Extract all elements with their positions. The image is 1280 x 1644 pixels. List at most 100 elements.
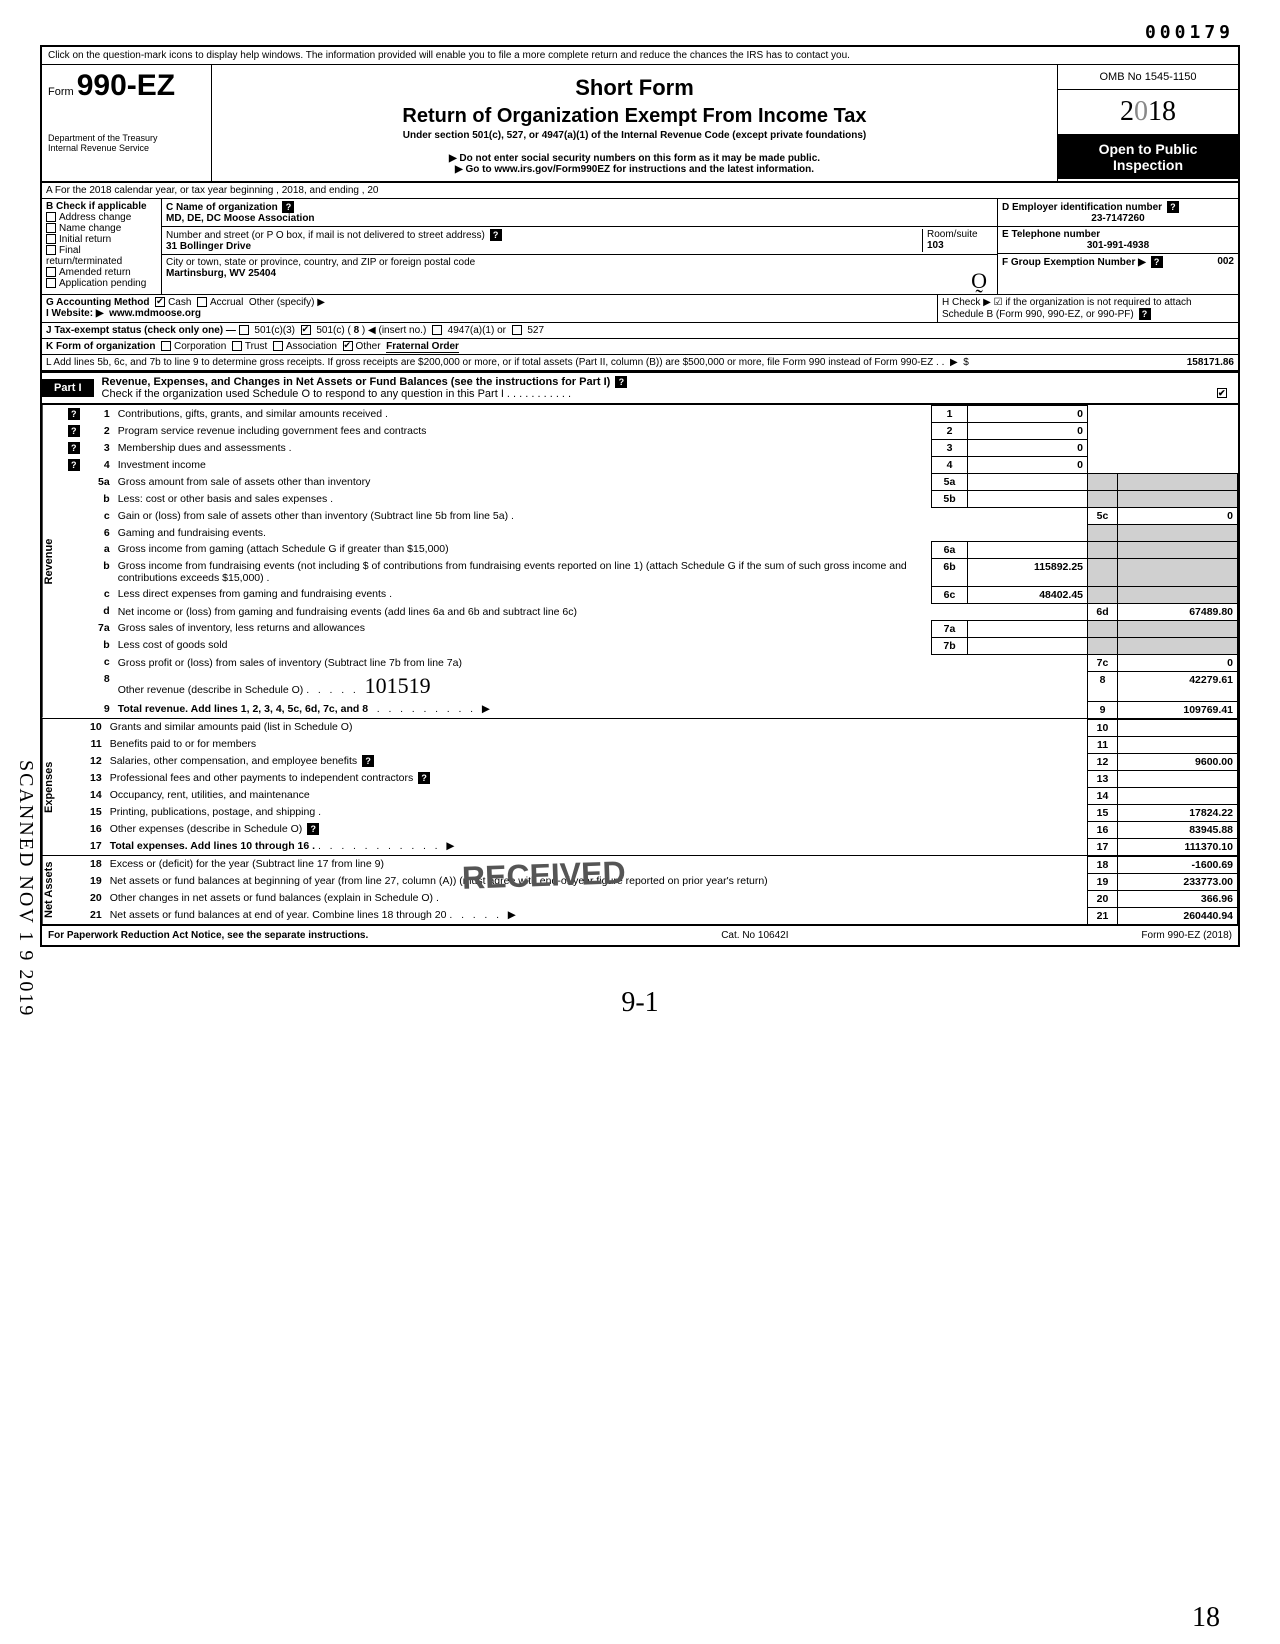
under-section: Under section 501(c), 527, or 4947(a)(1)…	[218, 130, 1051, 141]
f-label: F Group Exemption Number ▶	[1002, 257, 1146, 268]
short-form-title: Short Form	[218, 75, 1051, 101]
entity-block: B Check if applicable Address change Nam…	[42, 199, 1238, 295]
j-label: J Tax-exempt status (check only one) —	[46, 325, 236, 336]
d-label: D Employer identification number	[1002, 202, 1162, 213]
line-14: 14Occupancy, rent, utilities, and mainte…	[62, 787, 1238, 804]
scanned-stamp: SCANNED NOV 1 9 2019	[14, 760, 37, 1017]
j-501c3[interactable]	[239, 325, 249, 335]
part1-sub: Check if the organization used Schedule …	[102, 388, 572, 400]
k-label: K Form of organization	[46, 341, 155, 352]
i-site: www.mdmoose.org	[109, 308, 201, 319]
g-cash-check[interactable]	[155, 297, 165, 307]
goto-link: Go to www.irs.gov/Form990EZ for instruct…	[218, 164, 1051, 175]
help-icon[interactable]: ?	[1167, 201, 1179, 213]
k-corp[interactable]	[161, 341, 171, 351]
b-opt-0[interactable]: Address change	[46, 212, 157, 223]
line-13: 13Professional fees and other payments t…	[62, 770, 1238, 787]
k-trust[interactable]	[232, 341, 242, 351]
part1-header: Part I Revenue, Expenses, and Changes in…	[42, 371, 1238, 404]
line-5a: 5aGross amount from sale of assets other…	[62, 474, 1238, 491]
j-501c[interactable]	[301, 325, 311, 335]
k-other-text: Fraternal Order	[386, 341, 459, 353]
row-j: J Tax-exempt status (check only one) — 5…	[42, 323, 1238, 339]
c-street: 31 Bollinger Drive	[166, 241, 251, 252]
k-assoc[interactable]	[273, 341, 283, 351]
line-7a: 7aGross sales of inventory, less returns…	[62, 620, 1238, 637]
line-5b: bLess: cost or other basis and sales exp…	[62, 491, 1238, 508]
help-icon[interactable]: ?	[1151, 256, 1163, 268]
open-public: Open to Public Inspection	[1058, 135, 1238, 179]
b-opt-1[interactable]: Name change	[46, 223, 157, 234]
help-icon[interactable]: ?	[282, 201, 294, 213]
footer-right: Form 990-EZ (2018)	[1141, 930, 1232, 941]
line-19: 19Net assets or fund balances at beginni…	[62, 873, 1238, 890]
line-20: 20Other changes in net assets or fund ba…	[62, 890, 1238, 907]
c-name: MD, DE, DC Moose Association	[166, 213, 315, 224]
footer: For Paperwork Reduction Act Notice, see …	[42, 924, 1238, 945]
form-page: Click on the question-mark icons to disp…	[40, 45, 1240, 947]
expenses-block: Expenses 10Grants and similar amounts pa…	[42, 718, 1238, 855]
l-amount: 158171.86	[1187, 357, 1234, 368]
g-label: G Accounting Method	[46, 297, 150, 308]
corner-mark: 18	[1192, 1602, 1220, 1634]
line-5c: cGain or (loss) from sale of assets othe…	[62, 508, 1238, 525]
ssn-warning: Do not enter social security numbers on …	[218, 153, 1051, 164]
line-7c: cGross profit or (loss) from sales of in…	[62, 654, 1238, 671]
line-18: 18Excess or (deficit) for the year (Subt…	[62, 856, 1238, 873]
j-4947[interactable]	[432, 325, 442, 335]
e-phone: 301-991-4938	[1002, 240, 1234, 251]
line-6c: cLess direct expenses from gaming and fu…	[62, 586, 1238, 603]
c-city-label: City or town, state or province, country…	[166, 257, 475, 268]
help-icon[interactable]: ?	[490, 229, 502, 241]
line-17: 17Total expenses. Add lines 10 through 1…	[62, 838, 1238, 855]
footer-cat: Cat. No 10642I	[721, 930, 788, 941]
row-a: A For the 2018 calendar year, or tax yea…	[42, 183, 1238, 199]
line-2: ?2Program service revenue including gove…	[62, 423, 1238, 440]
d-ein: 23-7147260	[1002, 213, 1234, 224]
line-7b: bLess cost of goods sold7b	[62, 637, 1238, 654]
b-opt-4[interactable]: Amended return	[46, 267, 157, 278]
b-opt-3[interactable]: Final return/terminated	[46, 245, 157, 267]
part1-sched-o-check[interactable]	[1217, 388, 1227, 398]
line-21: 21Net assets or fund balances at end of …	[62, 907, 1238, 924]
form-number: 990-EZ	[77, 69, 175, 102]
help-icon[interactable]: ?	[1139, 308, 1151, 320]
b-label: B Check if applicable	[46, 201, 157, 212]
line-6b: bGross income from fundraising events (n…	[62, 558, 1238, 586]
line-6d: dNet income or (loss) from gaming and fu…	[62, 603, 1238, 620]
netassets-block: Net Assets 18Excess or (deficit) for the…	[42, 855, 1238, 924]
i-label: I Website: ▶	[46, 308, 104, 319]
row-l: L Add lines 5b, 6c, and 7b to line 9 to …	[42, 355, 1238, 371]
line-9: 9Total revenue. Add lines 1, 2, 3, 4, 5c…	[62, 701, 1238, 718]
line-6a: aGross income from gaming (attach Schedu…	[62, 541, 1238, 558]
line-15: 15Printing, publications, postage, and s…	[62, 804, 1238, 821]
line-12: 12Salaries, other compensation, and empl…	[62, 753, 1238, 770]
dept: Department of the Treasury Internal Reve…	[48, 133, 205, 153]
revenue-block: Revenue ?1Contributions, gifts, grants, …	[42, 404, 1238, 718]
k-other[interactable]	[343, 341, 353, 351]
part1-label: Part I	[42, 379, 94, 397]
help-icon[interactable]: ?	[615, 376, 627, 388]
top-note: Click on the question-mark icons to disp…	[42, 47, 1238, 65]
part1-title: Revenue, Expenses, and Changes in Net As…	[102, 376, 611, 388]
expenses-label: Expenses	[42, 719, 62, 855]
line-16: 16Other expenses (describe in Schedule O…	[62, 821, 1238, 838]
form-header: Form 990-EZ Department of the Treasury I…	[42, 65, 1238, 183]
line-4: ?4Investment income40	[62, 457, 1238, 474]
f-num: 002	[1217, 256, 1234, 267]
page-number: 9-1	[40, 987, 1240, 1019]
footer-left: For Paperwork Reduction Act Notice, see …	[48, 930, 368, 941]
main-title: Return of Organization Exempt From Incom…	[218, 105, 1051, 128]
netassets-label: Net Assets	[42, 856, 62, 924]
l-text: L Add lines 5b, 6c, and 7b to line 9 to …	[46, 357, 944, 368]
row-gh: G Accounting Method Cash Accrual Other (…	[42, 295, 1238, 323]
row-k: K Form of organization Corporation Trust…	[42, 339, 1238, 355]
omb: OMB No 1545-1150	[1058, 65, 1238, 90]
line-10: 10Grants and similar amounts paid (list …	[62, 719, 1238, 736]
g-accrual-check[interactable]	[197, 297, 207, 307]
j-527[interactable]	[512, 325, 522, 335]
tax-year: 2018	[1058, 90, 1238, 135]
e-label: E Telephone number	[1002, 229, 1100, 240]
b-opt-5[interactable]: Application pending	[46, 278, 157, 289]
b-opt-2[interactable]: Initial return	[46, 234, 157, 245]
